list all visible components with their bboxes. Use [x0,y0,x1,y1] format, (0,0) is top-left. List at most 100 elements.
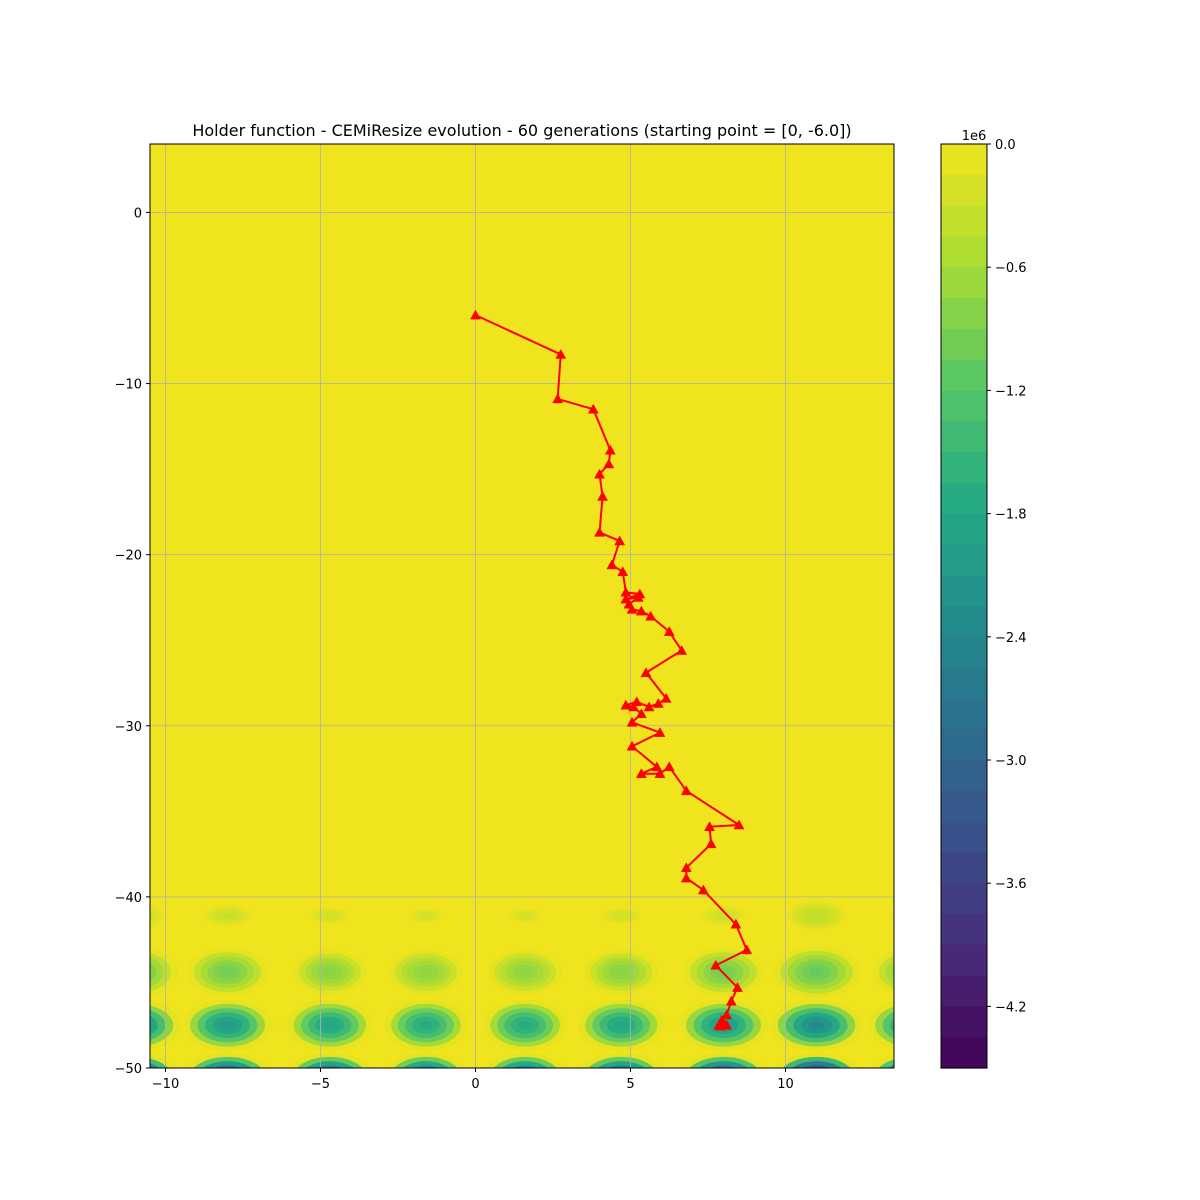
path-point-32 [626,740,638,751]
path-point-4 [604,444,616,455]
contour-basin-4-ring-5 [618,914,625,917]
colorbar-band-14 [941,575,987,607]
contour-basin-27-ring-2 [202,1061,253,1068]
colorbar-band-18 [941,698,987,730]
path-point-39 [704,821,715,831]
contour-basin-24-ring-5 [808,1020,825,1030]
x-tick-label--10: −10 [152,1077,179,1092]
contour-basin-32-ring-2 [698,1061,749,1068]
colorbar-band-9 [941,421,987,453]
path-point-15 [632,591,644,602]
colorbar-exponent-label: 1e6 [962,129,987,144]
y-tick-label--10: −10 [115,378,142,393]
colorbar-band-3 [941,236,987,268]
x-tick-label--5: −5 [311,1077,330,1092]
path-point-45 [741,944,753,955]
x-tick-label-10: 10 [777,1077,794,1092]
y-tick-label--20: −20 [115,549,142,564]
colorbar-band-27 [941,975,987,1007]
colorbar-band-7 [941,359,987,391]
colorbar-band-23 [941,852,987,884]
colorbar-ticks: 0.0 −0.6 −1.2 −1.8 −2.4 −3.0 −3.6 −4.2 [987,138,1027,1015]
path-point-49 [721,1009,733,1020]
colorbar-tick-label-1: −0.6 [995,261,1027,276]
contour-basin-8-ring-0 [890,909,894,922]
contour-basin-13-ring-5 [615,968,628,976]
contour-basin-31-ring-3 [607,1065,635,1068]
path-point-6 [594,468,605,479]
colorbar-tick-label-5: −3.0 [995,754,1027,769]
colorbar-tick-label-7: −4.2 [995,1000,1027,1015]
evolution-path [470,309,753,1031]
contour-basin-33-ring-2 [791,1061,842,1068]
colorbar-band-5 [941,298,987,330]
y-tick-label--30: −30 [115,720,142,735]
colorbar-bands [941,144,987,1069]
colorbar-band-15 [941,606,987,638]
colorbar-band-20 [941,760,987,792]
path-point-7 [597,490,609,501]
contour-basin-28-ring-2 [305,1061,354,1068]
contour-basin-32-ring-3 [709,1065,738,1068]
path-point-3 [587,403,599,414]
contour-basin-12-ring-5 [518,968,532,976]
path-point-35 [654,768,666,778]
path-point-37 [680,785,692,796]
path-point-59 [714,1019,726,1030]
y-tick-label--50: −50 [115,1062,142,1077]
y-tick-label--40: −40 [115,891,142,906]
path-point-2 [552,393,564,404]
axes: −10 −5 0 5 100−10−20−30−40−50 [115,206,794,1092]
path-point-20 [663,626,675,636]
contour-basin-19-ring-5 [322,1020,338,1030]
path-point-28 [628,701,640,712]
colorbar-band-16 [941,636,987,669]
contour-basin-16-ring-2 [150,957,164,987]
contour-basin-2-ring-5 [423,914,429,917]
plot-area [149,143,895,1069]
colorbar-band-1 [941,174,987,207]
path-point-24 [652,698,664,708]
colorbar-tick-label-4: −2.4 [995,631,1027,646]
path-point-9 [614,535,626,546]
path-point-11 [617,566,629,577]
contour-basin-25-ring-3 [150,1015,158,1035]
colorbar: 0.0 −0.6 −1.2 −1.8 −2.4 −3.0 −3.6 −4.2 1e6 [940,129,1027,1069]
contour-basin-17-ring-2 [885,960,894,984]
contour-basin-3-ring-5 [522,914,528,917]
contour-basin-18-ring-5 [220,1020,235,1030]
colorbar-band-0 [941,144,987,176]
colorbar-band-4 [941,267,987,299]
path-point-22 [640,667,652,677]
path-point-42 [680,872,692,883]
path-point-46 [710,959,722,970]
path-point-21 [676,644,688,655]
contour-basin-35-ring-1 [878,1059,894,1068]
x-tick-label-5: 5 [626,1077,634,1092]
colorbar-band-24 [941,883,987,915]
colorbar-band-25 [941,914,987,946]
contour-basin-15-ring-5 [809,967,824,977]
path-point-1 [555,348,567,359]
contour-basin-0-ring-5 [223,914,232,918]
contour-basin-6-ring-5 [811,913,822,919]
path-point-30 [626,716,638,727]
contour-basin-10-ring-5 [323,968,336,976]
contour-basin-30-ring-3 [512,1065,539,1068]
contour-basin-7-ring-2 [150,909,155,922]
contour-basin-9-ring-5 [220,968,235,977]
contour-basin-27-ring-3 [213,1065,242,1068]
colorbar-tick-label-0: 0.0 [995,138,1016,153]
contour-basin-34-ring-2 [150,1063,160,1068]
colorbar-band-26 [941,944,987,977]
colorbar-band-17 [941,667,987,699]
path-point-38 [733,819,745,830]
colorbar-band-10 [941,452,987,484]
path-point-19 [645,610,657,621]
colorbar-band-29 [941,1037,987,1069]
colorbar-frame [940,143,988,1069]
path-point-36 [663,761,675,772]
contour-basin-1-ring-5 [326,914,333,917]
contour-basin-16-ring-3 [150,963,157,982]
